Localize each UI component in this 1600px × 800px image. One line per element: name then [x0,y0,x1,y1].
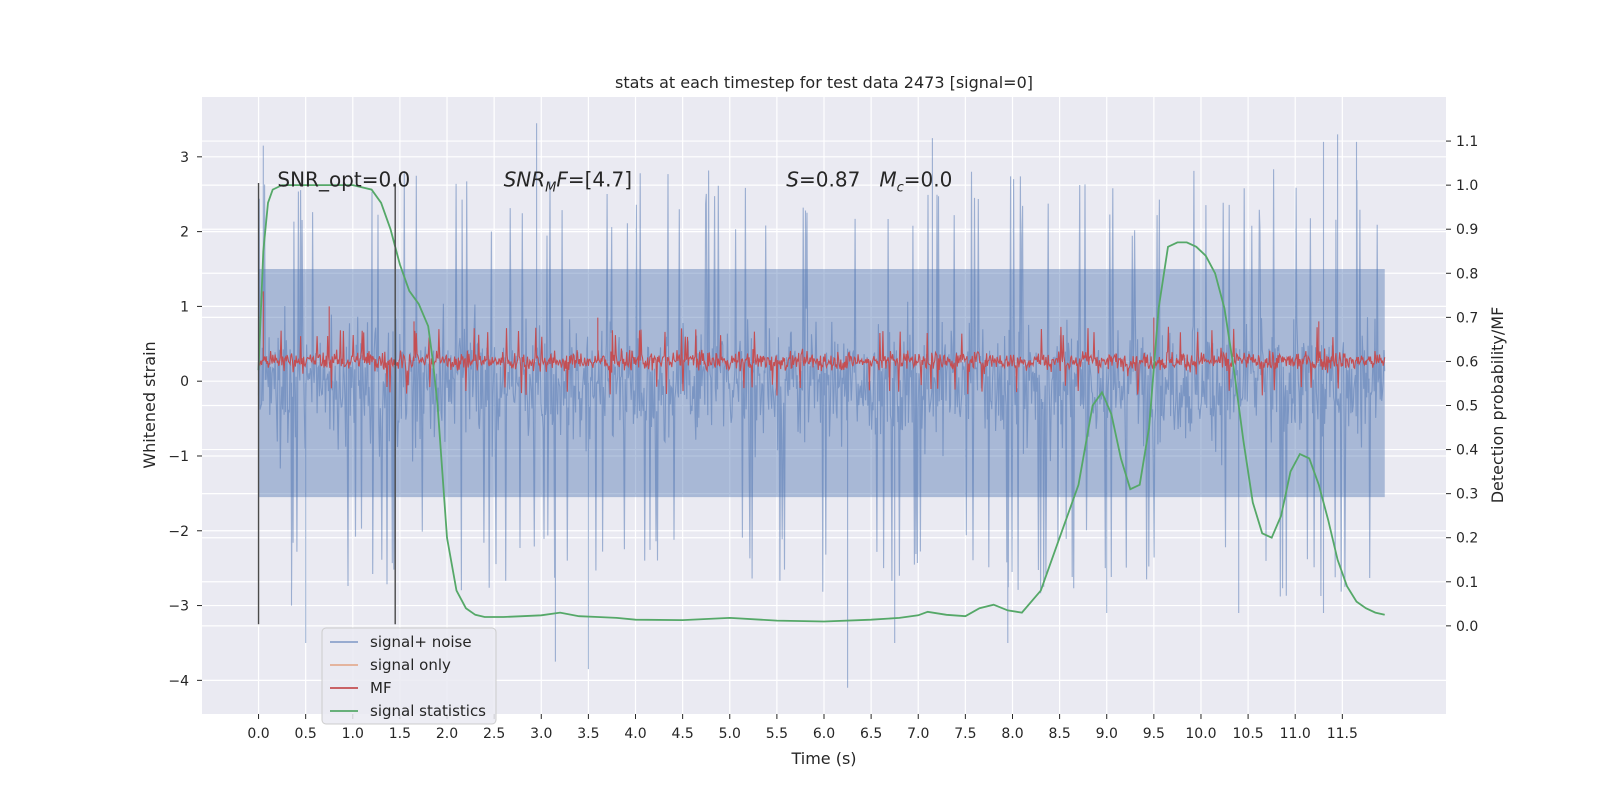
x-tick-label: 1.5 [389,726,411,742]
x-tick-label: 1.0 [342,726,364,742]
y2-tick-label: 0.5 [1456,399,1478,415]
x-tick-label: 5.0 [719,726,741,742]
chart-title: stats at each timestep for test data 247… [615,73,1033,92]
y-tick-label: −1 [168,449,189,465]
series-mf [257,291,1386,396]
x-tick-label: 5.5 [766,726,788,742]
y-tick-label: −4 [168,673,189,689]
annotation-s-mc: S=0.87 Mc=0.0 [786,168,952,196]
x-axis-label: Time (s) [790,749,856,768]
y-tick-label: 3 [180,150,189,166]
x-tick-label: 6.5 [860,726,882,742]
y2-tick-label: 1.0 [1456,178,1478,194]
y2-tick-label: 1.1 [1456,134,1478,150]
legend-label: signal+ noise [370,633,472,651]
y2-tick-label: 0.1 [1456,575,1478,591]
x-tick-label: 10.5 [1233,726,1264,742]
y2-tick-label: 0.2 [1456,531,1478,547]
vertical-markers [257,183,396,625]
x-tick-label: 11.5 [1327,726,1358,742]
x-tick-label: 7.0 [907,726,929,742]
legend-label: MF [370,679,392,697]
x-tick-label: 11.0 [1280,726,1311,742]
y2-tick-label: 0.9 [1456,222,1478,238]
series-signal-statistics [257,184,1385,623]
x-tick-label: 9.5 [1143,726,1165,742]
x-tick-label: 4.5 [672,726,694,742]
x-tick-label: 2.0 [436,726,458,742]
x-tick-label: 2.5 [483,726,505,742]
series-signal-noise-band [258,269,1385,498]
y-tick-label: −2 [168,524,189,540]
series-layer [257,123,1386,688]
y2-tick-label: 0.3 [1456,487,1478,503]
y-tick-label: −3 [168,599,189,615]
x-tick-label: 3.5 [577,726,599,742]
legend-box [321,627,497,725]
y2-tick-label: 0.8 [1456,266,1478,282]
x-tick-label: 0.5 [295,726,317,742]
x-tick-label: 9.0 [1096,726,1118,742]
y-tick-label: 2 [180,225,189,241]
y-tick-label: 1 [180,299,189,315]
legend-label: signal statistics [370,702,486,720]
x-tick-label: 7.5 [954,726,976,742]
y2-tick-label: 0.6 [1456,354,1478,370]
annotation-snr-opt: SNR_opt=0.0 [277,168,410,192]
y2-tick-label: 0.7 [1456,310,1478,326]
y2-tick-label: 0.0 [1456,619,1478,635]
x-tick-label: 3.0 [530,726,552,742]
y-tick-label: 0 [180,374,189,390]
x-tick-label: 10.0 [1185,726,1216,742]
legend-label: signal only [370,656,451,674]
x-tick-label: 8.0 [1001,726,1023,742]
axes: 0.0 0.5 1.0 1.5 2.0 2.5 3.0 3.5 4.0 4.5 5.0 5.5 6.0 6… [168,134,1478,742]
x-tick-label: 0.0 [247,726,269,742]
y2-axis-label: Detection probability/MF [1488,307,1507,504]
annotations: SNR_opt=0.0 SNRMF=[4.7] S=0.87 Mc=0.0 [277,168,952,196]
legend: signal+ noise signal only MF signal statist… [321,627,497,725]
y2-tick-label: 0.4 [1456,443,1478,459]
x-tick-label: 4.0 [624,726,646,742]
x-tick-label: 8.5 [1048,726,1070,742]
y-axis-label: Whitened strain [140,341,159,468]
annotation-snr-mf: SNRMF=[4.7] [504,168,632,196]
x-tick-label: 6.0 [813,726,835,742]
